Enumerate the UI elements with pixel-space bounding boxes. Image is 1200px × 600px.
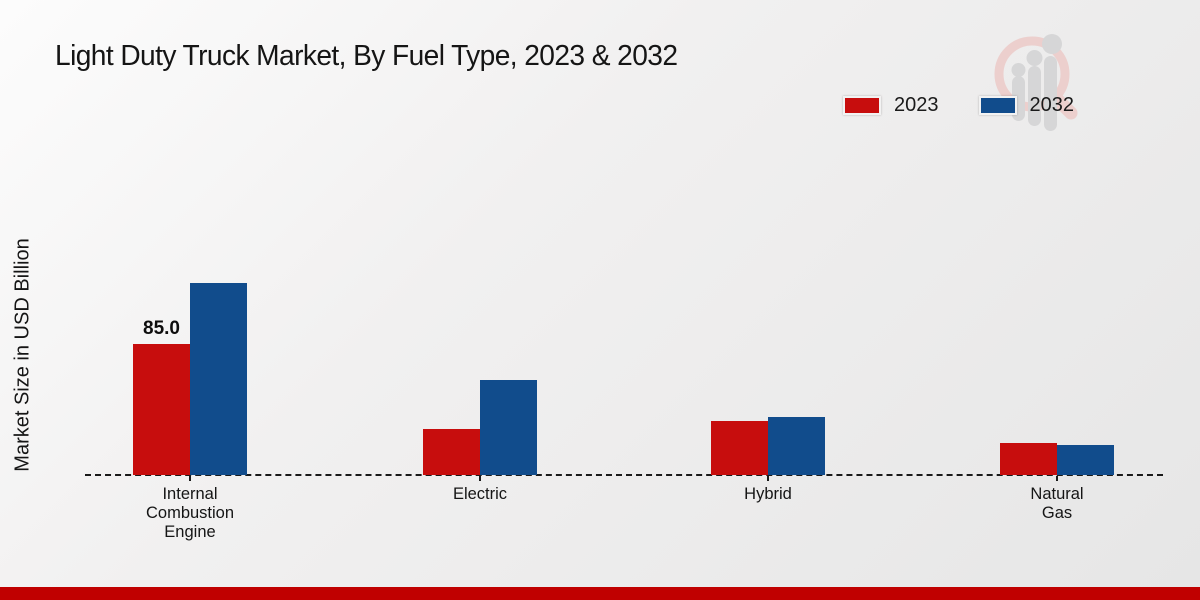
bar-icon-large (1044, 56, 1057, 131)
chart-title: Light Duty Truck Market, By Fuel Type, 2… (55, 40, 678, 72)
bar-2032-electric (480, 380, 537, 475)
bar-2032-hybrid (768, 417, 825, 475)
trend-dot-icon (1026, 50, 1043, 66)
legend-item-2023: 2023 (843, 94, 939, 117)
bar-2023-hybrid (711, 421, 768, 475)
x-axis-tick (479, 476, 481, 481)
y-axis-label: Market Size in USD Billion (11, 238, 34, 472)
x-axis-baseline (85, 474, 1163, 476)
bar-value-label: 85.0 (143, 318, 180, 339)
legend-item-2032: 2032 (978, 94, 1075, 117)
plot-area: 85.0 Internal Combustion Engine Electric Hy… (85, 160, 1163, 541)
bottom-red-band (0, 587, 1200, 600)
bar-2032-ice (190, 283, 247, 475)
bar-2032-natural-gas (1057, 445, 1114, 475)
legend-label-2032: 2032 (1029, 94, 1075, 116)
x-axis-tick (1056, 476, 1058, 481)
trend-dot-icon (1011, 63, 1026, 77)
legend: 2023 2032 (843, 94, 1074, 117)
bar-2023-ice (133, 344, 190, 475)
x-category-label: Hybrid (744, 485, 792, 503)
x-axis-tick (189, 476, 191, 481)
bar-2023-natural-gas (1000, 443, 1057, 475)
x-axis-tick (767, 476, 769, 481)
legend-swatch-2032 (978, 96, 1017, 115)
trend-dot-icon (1042, 34, 1062, 54)
magnifier-handle-icon (1049, 91, 1078, 120)
legend-label-2023: 2023 (894, 94, 939, 116)
bar-icon-medium (1028, 66, 1041, 126)
x-category-label: Internal Combustion Engine (145, 485, 235, 541)
x-category-label: Electric (452, 485, 508, 503)
x-category-label: Natural Gas (1030, 485, 1084, 522)
market-research-logo-watermark (994, 34, 1078, 131)
legend-swatch-2023 (843, 96, 881, 115)
bar-2023-electric (423, 429, 480, 475)
